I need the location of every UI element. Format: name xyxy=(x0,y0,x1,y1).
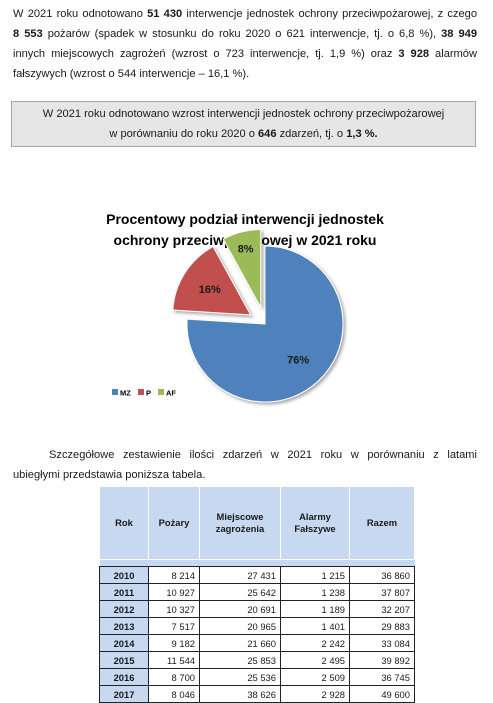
cell-year: 2012 xyxy=(99,600,149,618)
cell-fires: 8 214 xyxy=(148,566,200,584)
legend-label-mz: MZ xyxy=(120,389,131,398)
summary-line-1: W 2021 roku odnotowano 51 430 interwencj… xyxy=(13,8,477,20)
cell-total: 37 807 xyxy=(349,583,415,601)
highlight-line-1: W 2021 roku odnotowano wzrost interwencj… xyxy=(42,108,445,120)
table-row: 2013 7 517 20 965 1 401 29 883 xyxy=(99,617,415,635)
header-year: Rok xyxy=(99,486,149,560)
cell-fires: 8 700 xyxy=(148,668,200,686)
table-intro-line-1: Szczegółowe zestawienie ilości zdarzeń w… xyxy=(49,449,477,461)
cell-local-hazards: 20 691 xyxy=(199,600,281,618)
header-false-alarms: Alarmy Fałszywe xyxy=(280,486,350,560)
legend-label-af: AF xyxy=(166,389,176,398)
cell-total: 33 084 xyxy=(349,634,415,652)
cell-local-hazards: 25 642 xyxy=(199,583,281,601)
cell-false-alarms: 2 495 xyxy=(280,651,350,669)
cell-total: 49 600 xyxy=(349,685,415,703)
chart-legend: MZ P AF xyxy=(112,389,176,398)
summary-paragraph: W 2021 roku odnotowano 51 430 interwencj… xyxy=(13,4,477,84)
cell-false-alarms: 1 401 xyxy=(280,617,350,635)
cell-year: 2016 xyxy=(99,668,149,686)
cell-year: 2017 xyxy=(99,685,149,703)
cell-local-hazards: 38 626 xyxy=(199,685,281,703)
cell-false-alarms: 1 189 xyxy=(280,600,350,618)
cell-false-alarms: 2 928 xyxy=(280,685,350,703)
table-header-row: Rok Pożary Miejscowe zagrożenia Alarmy Fał… xyxy=(99,486,415,560)
table-row: 2010 8 214 27 431 1 215 36 860 xyxy=(99,566,415,584)
pie-slice-mz xyxy=(186,245,344,403)
cell-local-hazards: 20 965 xyxy=(199,617,281,635)
cell-year: 2011 xyxy=(99,583,149,601)
cell-local-hazards: 27 431 xyxy=(199,566,281,584)
cell-year: 2013 xyxy=(99,617,149,635)
summary-line-3: innych miejscowych zagrożeń (wzrost o 72… xyxy=(13,48,477,60)
table-row: 2014 9 182 21 660 2 242 33 084 xyxy=(99,634,415,652)
pie-slices: 76% 16% 8% xyxy=(172,229,344,403)
cell-total: 39 892 xyxy=(349,651,415,669)
pie-chart: Procentowy podział interwencji jednostek… xyxy=(106,211,384,403)
cell-fires: 10 327 xyxy=(148,600,200,618)
legend-swatch-mz xyxy=(112,389,118,395)
cell-year: 2014 xyxy=(99,634,149,652)
cell-year: 2010 xyxy=(99,566,149,584)
table-intro-line-2: ubiegłymi przedstawia poniższa tabela. xyxy=(13,469,206,481)
header-local-hazards: Miejscowe zagrożenia xyxy=(199,486,281,560)
cell-fires: 10 927 xyxy=(148,583,200,601)
cell-total: 36 860 xyxy=(349,566,415,584)
pie-label-p: 16% xyxy=(199,284,221,296)
pie-label-af: 8% xyxy=(238,244,254,256)
table-row: 2011 10 927 25 642 1 238 37 807 xyxy=(99,583,415,601)
cell-total: 36 745 xyxy=(349,668,415,686)
cell-total: 32 207 xyxy=(349,600,415,618)
cell-year: 2015 xyxy=(99,651,149,669)
pie-label-mz: 76% xyxy=(287,354,309,366)
pie-slice-p xyxy=(172,245,252,316)
cell-local-hazards: 21 660 xyxy=(199,634,281,652)
cell-local-hazards: 25 853 xyxy=(199,651,281,669)
highlight-box: W 2021 roku odnotowano wzrost interwencj… xyxy=(11,101,476,147)
table-row: 2016 8 700 25 536 2 509 36 745 xyxy=(99,668,415,686)
highlight-line-2: w porównaniu do roku 2020 o 646 zdarzeń,… xyxy=(109,128,378,140)
statistics-table: Rok Pożary Miejscowe zagrożenia Alarmy Fał… xyxy=(99,486,415,703)
cell-local-hazards: 25 536 xyxy=(199,668,281,686)
table-row: 2012 10 327 20 691 1 189 32 207 xyxy=(99,600,415,618)
legend-swatch-af xyxy=(158,389,164,395)
summary-line-4: fałszywych (wzrost o 544 interwencje – 1… xyxy=(13,68,250,80)
cell-fires: 8 046 xyxy=(148,685,200,703)
table-row: 2017 8 046 38 626 2 928 49 600 xyxy=(99,685,415,703)
table-body: 2010 8 214 27 431 1 215 36 860 2011 10 927 25 6… xyxy=(99,559,415,703)
cell-false-alarms: 1 238 xyxy=(280,583,350,601)
cell-fires: 7 517 xyxy=(148,617,200,635)
cell-false-alarms: 2 242 xyxy=(280,634,350,652)
chart-title-line-1: Procentowy podział interwencji jednostek xyxy=(106,211,384,227)
summary-line-2: 8 553 pożarów (spadek w stosunku do roku… xyxy=(13,28,477,40)
table-intro: Szczegółowe zestawienie ilości zdarzeń w… xyxy=(13,445,477,485)
table-separator-row xyxy=(99,559,415,567)
cell-false-alarms: 2 509 xyxy=(280,668,350,686)
header-fires: Pożary xyxy=(148,486,200,560)
header-total: Razem xyxy=(349,486,415,560)
legend-label-p: P xyxy=(146,389,151,398)
cell-fires: 11 544 xyxy=(148,651,200,669)
cell-false-alarms: 1 215 xyxy=(280,566,350,584)
pie-slice-af xyxy=(222,229,262,308)
legend-swatch-p xyxy=(138,389,144,395)
cell-fires: 9 182 xyxy=(148,634,200,652)
table-row: 2015 11 544 25 853 2 495 39 892 xyxy=(99,651,415,669)
cell-total: 29 883 xyxy=(349,617,415,635)
